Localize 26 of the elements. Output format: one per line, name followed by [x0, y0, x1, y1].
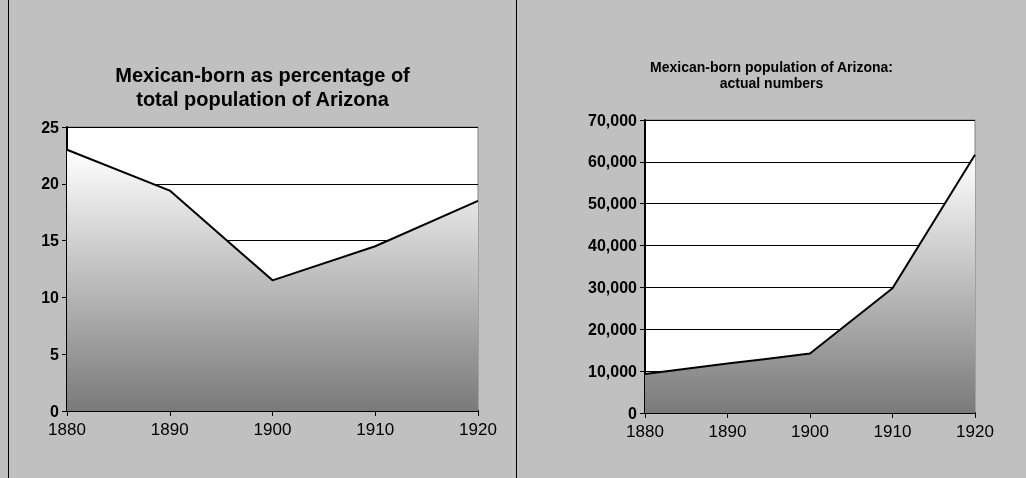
x-tick-label: 1880	[48, 420, 86, 439]
y-tick-label: 25	[41, 118, 60, 136]
x-tick-label: 1910	[356, 420, 395, 439]
y-tick-label: 0	[628, 404, 638, 422]
y-tick-label: 50,000	[588, 195, 638, 213]
y-tick-label: 0	[50, 402, 60, 420]
chart-title: Mexican-born population of Arizona: actual numbers	[650, 58, 893, 92]
x-tick-label: 1900	[791, 422, 829, 441]
y-tick-label: 15	[41, 232, 60, 250]
y-tick-label: 40,000	[588, 237, 638, 255]
x-tick-label: 1890	[150, 420, 189, 439]
x-tick-label: 1920	[459, 420, 497, 439]
x-tick-label: 1900	[253, 420, 292, 439]
y-tick-label: 20	[41, 175, 60, 193]
y-tick-label: 30,000	[588, 278, 638, 296]
y-tick-label: 60,000	[588, 153, 638, 171]
y-tick-label: 20,000	[588, 320, 638, 338]
y-tick-label: 10,000	[588, 362, 638, 380]
x-tick-label: 1910	[873, 422, 912, 441]
y-tick-label: 10	[41, 288, 60, 306]
y-tick-label: 70,000	[588, 111, 638, 129]
x-tick-label: 1920	[956, 422, 994, 441]
x-tick-label: 1880	[626, 422, 664, 441]
x-tick-label: 1890	[708, 422, 747, 441]
chart-title: Mexican-born as percentage of total population of Arizona	[115, 64, 411, 110]
y-tick-label: 5	[50, 345, 60, 363]
